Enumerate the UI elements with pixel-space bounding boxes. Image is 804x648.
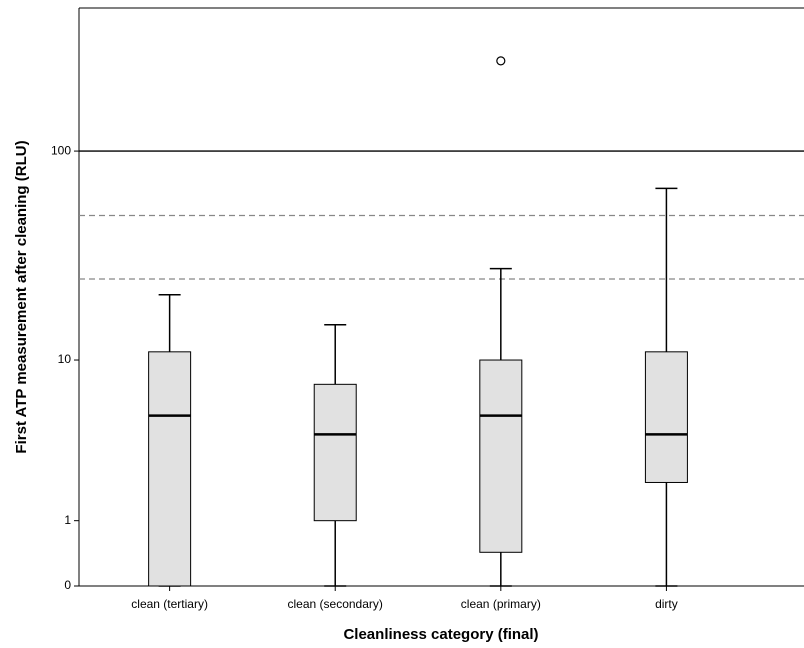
- box: [479, 359, 523, 553]
- x-axis-title: Cleanliness category (final): [343, 626, 538, 643]
- x-tick-label: clean (primary): [461, 597, 541, 611]
- y-tick-label: 100: [51, 143, 71, 157]
- outlier: [496, 56, 506, 66]
- x-tick-label: clean (secondary): [288, 597, 383, 611]
- y-tick-label: 0: [64, 578, 71, 592]
- box: [644, 351, 688, 483]
- y-axis-title: First ATP measurement after cleaning (RL…: [13, 140, 30, 453]
- x-tick-label: dirty: [655, 597, 678, 611]
- y-tick-label: 10: [58, 352, 72, 366]
- x-tick-label: clean (tertiary): [131, 597, 208, 611]
- box: [313, 383, 357, 522]
- box: [148, 351, 192, 587]
- y-tick-label: 1: [64, 513, 71, 527]
